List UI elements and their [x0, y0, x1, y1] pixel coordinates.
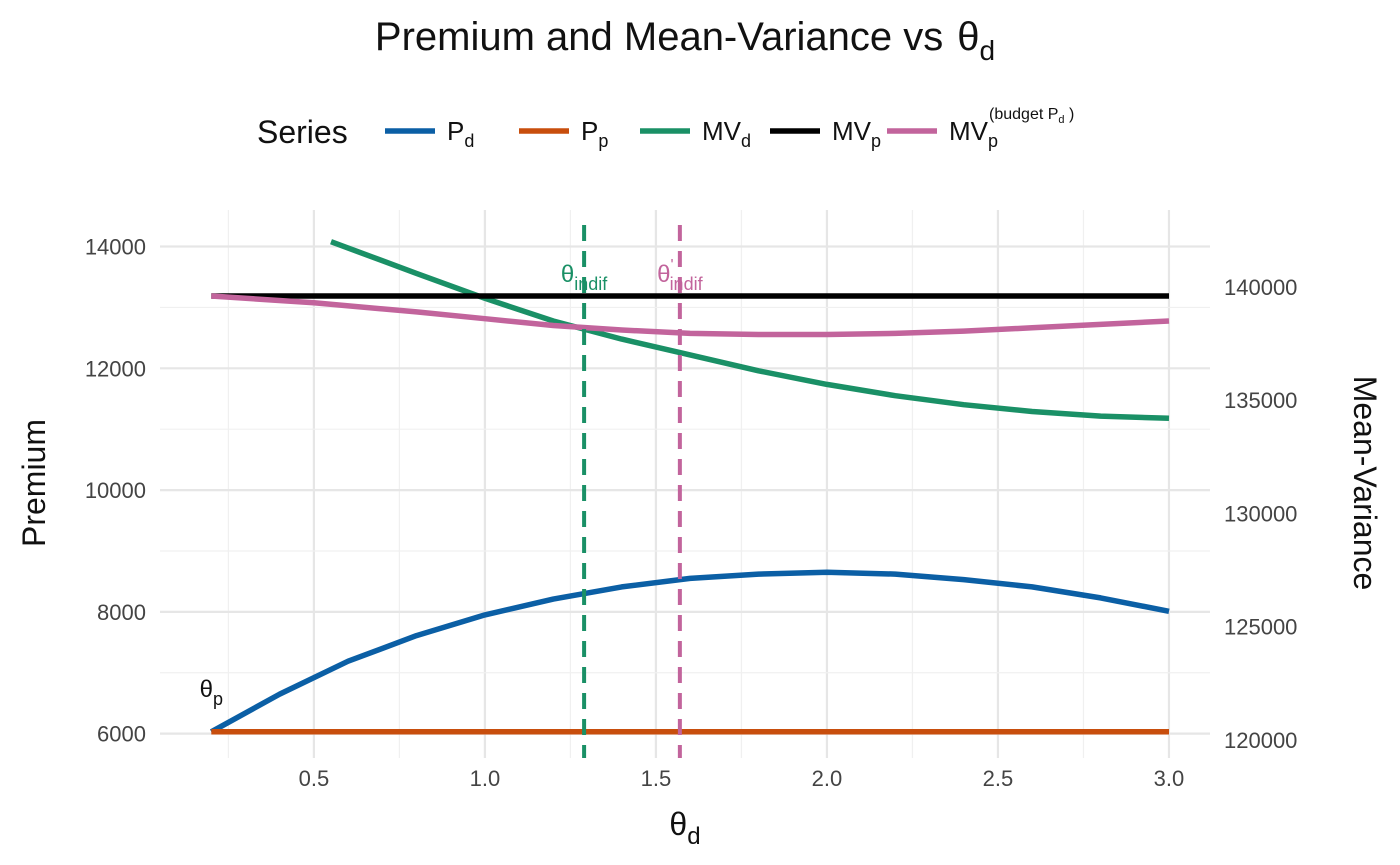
x-tick-label: 3.0: [1154, 766, 1185, 791]
y2-tick-label: 140000: [1224, 275, 1297, 300]
legend-item-Pp: Pp: [519, 116, 608, 151]
x-tick-label: 0.5: [299, 766, 330, 791]
y2-tick-label: 135000: [1224, 388, 1297, 413]
y-tick-label: 12000: [85, 356, 146, 381]
chart-title: Premium and Mean-Variance vs θd: [375, 15, 995, 66]
annotations: θp: [200, 676, 223, 709]
series-line-MVpb: [211, 293, 1170, 338]
x-tick-label: 1.0: [470, 766, 501, 791]
x-axis-label: θd: [669, 806, 700, 850]
legend-label: MVp(budget Pd ): [949, 106, 1074, 151]
legend-label: Pp: [581, 116, 608, 151]
legend-item-MVpb: MVp(budget Pd ): [887, 106, 1074, 151]
y2-tick-label: 125000: [1224, 615, 1297, 640]
y-tick-label: 10000: [85, 478, 146, 503]
series-group: [209, 239, 1170, 735]
y-tick-label: 14000: [85, 235, 146, 260]
y2-tick-label: 120000: [1224, 728, 1297, 753]
legend-label: MVp: [832, 116, 881, 151]
legend-item-MVd: MVd: [640, 116, 751, 151]
legend-label: Pd: [447, 116, 474, 151]
y-axis-label: Premium: [16, 419, 52, 547]
x-tick-label: 2.5: [983, 766, 1014, 791]
axis-ticks: 0.5 1.0 1.5 2.0 2.5 3.0 6000 8000 10000 12000 1400…: [85, 235, 1298, 791]
legend-label: MVd: [702, 116, 751, 151]
y2-axis-label: Mean-Variance: [1347, 376, 1383, 591]
annotation-0: θp: [200, 676, 223, 709]
vline-label-1: θ' indif: [657, 257, 703, 294]
y-tick-label: 8000: [97, 600, 146, 625]
x-tick-label: 1.5: [641, 766, 672, 791]
legend: Series Pd Pp MVd MVp MVp(budget Pd ): [257, 106, 1074, 151]
legend-title: Series: [257, 114, 348, 150]
legend-item-MVp: MVp: [770, 116, 881, 151]
series-line-Pd: [209, 569, 1170, 735]
vline-label-0: θindif: [561, 261, 608, 294]
y-tick-label: 6000: [97, 722, 146, 747]
legend-item-Pd: Pd: [385, 116, 474, 151]
x-tick-label: 2.0: [812, 766, 843, 791]
series-line-MVd: [330, 239, 1170, 422]
reference-lines: θindif θ' indif: [561, 225, 704, 758]
y2-tick-label: 130000: [1224, 501, 1297, 526]
